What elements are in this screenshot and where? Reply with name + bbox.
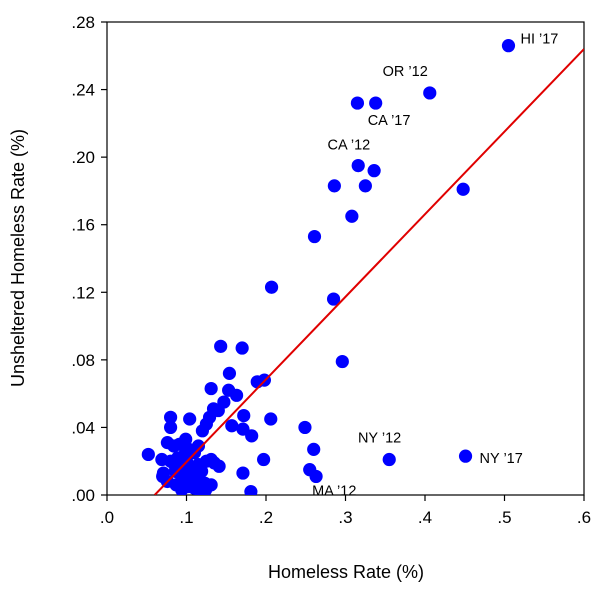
data-point (250, 375, 264, 389)
data-point (164, 410, 178, 424)
data-point (164, 420, 178, 435)
data-point (229, 388, 244, 402)
point-annotation: OR ’12 (383, 64, 428, 80)
data-point (236, 466, 250, 480)
data-point (298, 420, 312, 435)
data-point (244, 485, 258, 495)
x-tick-label: .6 (577, 508, 591, 527)
data-point (167, 439, 181, 453)
x-tick-label: .5 (497, 508, 511, 527)
fit-line (153, 48, 584, 495)
data-point (237, 409, 251, 423)
y-tick-label: .12 (71, 283, 95, 302)
y-tick-label: .08 (71, 351, 95, 370)
data-point (222, 366, 237, 380)
data-point (367, 164, 381, 178)
data-point (212, 459, 226, 473)
point-annotation: HI ’17 (520, 32, 558, 48)
data-point (327, 179, 341, 193)
data-point (214, 339, 228, 353)
data-point (326, 292, 341, 306)
y-axis-title: Unsheltered Homeless Rate (%) (8, 129, 28, 387)
data-point (225, 419, 239, 433)
data-point (183, 412, 197, 426)
data-point (351, 158, 365, 173)
x-tick-label: .2 (259, 508, 273, 527)
data-point (369, 96, 383, 110)
x-tick-label: .3 (338, 508, 352, 527)
data-point (141, 447, 155, 462)
x-tick-label: .4 (418, 508, 432, 527)
y-tick-label: .04 (71, 418, 95, 437)
x-axis-title: Homeless Rate (%) (268, 562, 424, 582)
data-point (382, 452, 396, 467)
point-annotation: CA ’12 (327, 138, 370, 154)
data-point (264, 412, 278, 426)
data-point (456, 182, 470, 196)
y-tick-label: .24 (71, 81, 95, 100)
data-point (307, 229, 322, 244)
data-point (264, 280, 279, 294)
x-tick-label: .1 (179, 508, 193, 527)
y-tick-label: .28 (71, 13, 95, 32)
data-point (458, 449, 473, 463)
data-point (335, 354, 349, 369)
data-point (358, 179, 372, 193)
data-point (350, 96, 365, 110)
data-point (155, 452, 169, 467)
data-point (423, 86, 437, 100)
x-tick-label: .0 (100, 508, 114, 527)
point-annotation: NY ’17 (480, 451, 523, 467)
data-point (204, 381, 218, 396)
data-point (175, 483, 189, 495)
data-point (309, 469, 323, 484)
data-point (245, 429, 259, 443)
data-point (501, 39, 516, 53)
point-annotation: MA ’12 (312, 483, 356, 499)
data-point (198, 483, 213, 495)
data-point (345, 209, 359, 223)
plot-frame (106, 21, 585, 496)
point-annotation: CA ’17 (368, 113, 411, 129)
y-tick-label: .20 (71, 148, 95, 167)
data-point (195, 424, 209, 438)
points-layer (141, 39, 584, 495)
y-tick-label: .16 (71, 216, 95, 235)
data-point (307, 442, 321, 456)
y-tick-label: .00 (71, 486, 95, 505)
data-point (257, 452, 271, 467)
point-annotation: NY ’12 (358, 431, 401, 447)
data-point (235, 341, 249, 355)
